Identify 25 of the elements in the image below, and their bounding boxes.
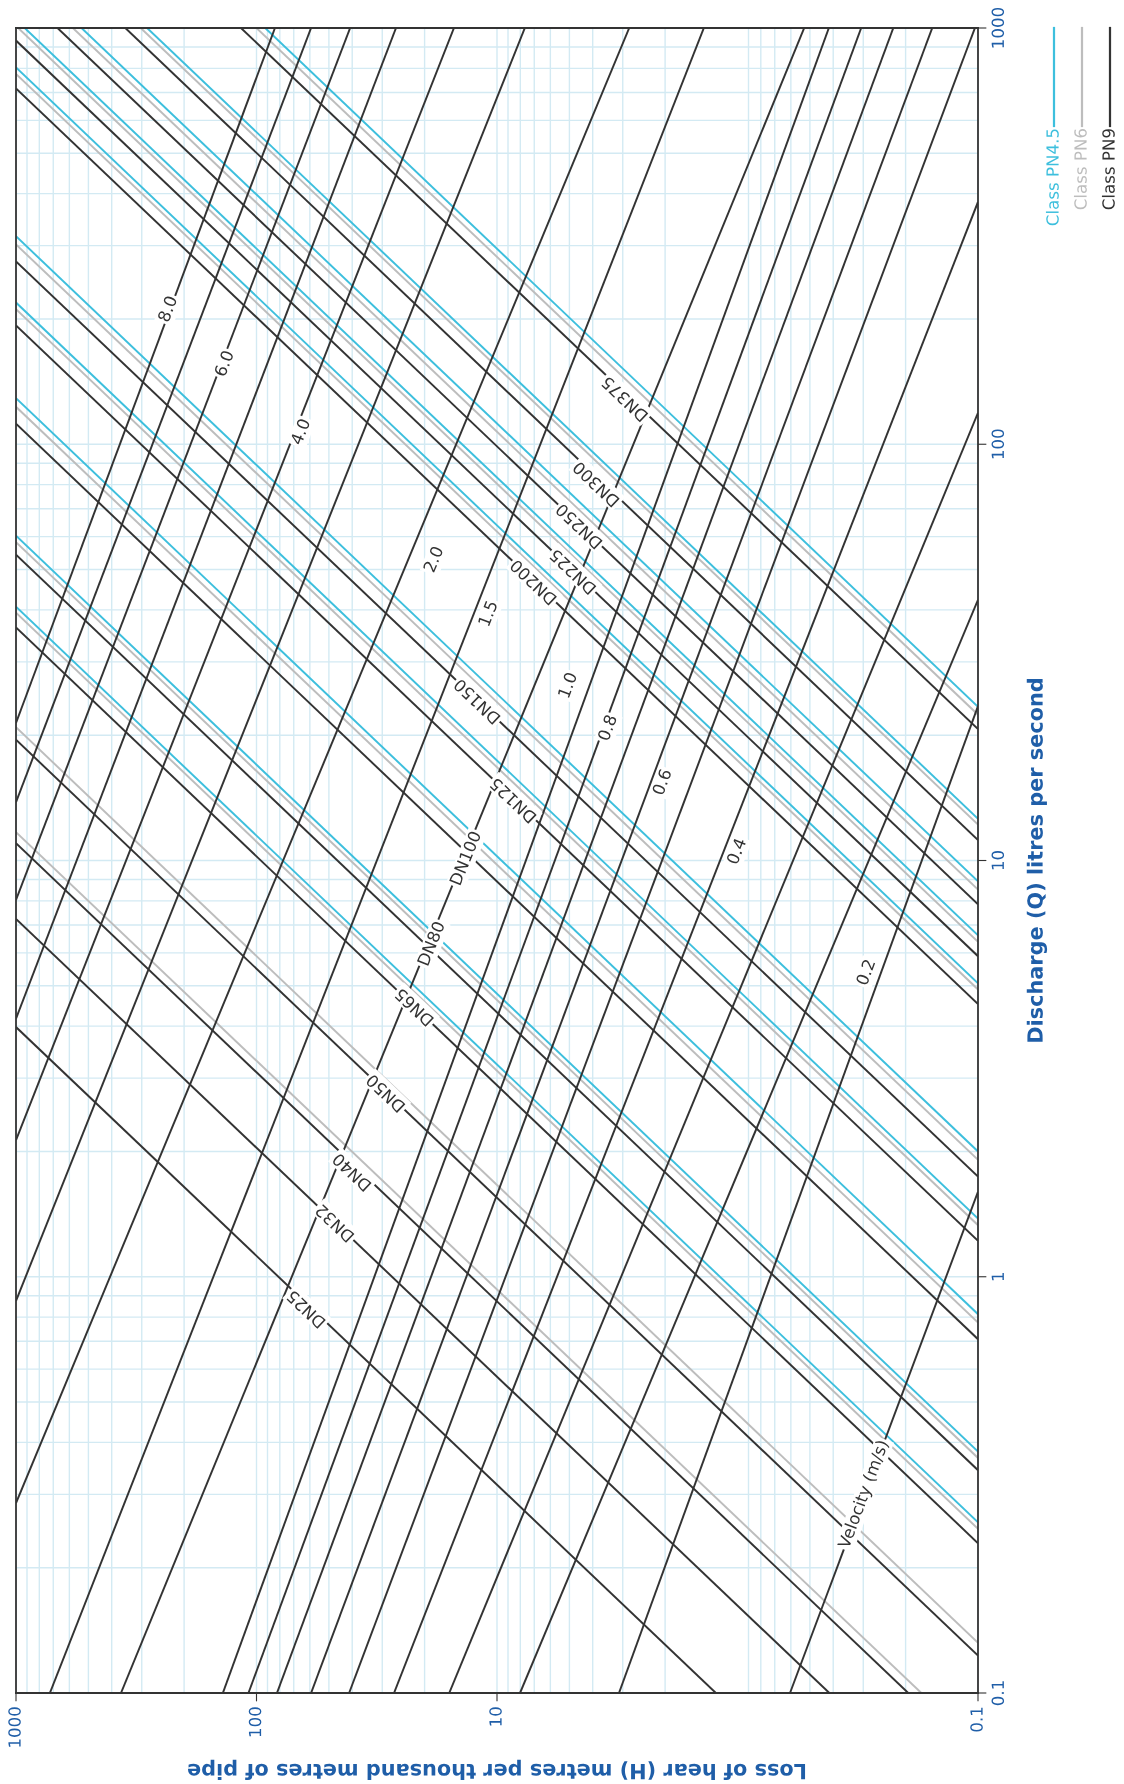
x-tick-label: 100 [248, 1707, 262, 1737]
x-tick-label: 0.1 [970, 1707, 983, 1732]
text: Class PN9 [1101, 129, 1115, 210]
y-tick-label: 10 [991, 851, 1005, 870]
y-tick-label: 1 [991, 1272, 1004, 1281]
text: Class PN6 [1073, 129, 1087, 210]
annotation: 0.6 [651, 768, 672, 796]
x-axis-title: Loss of hear (H) metres per thousand metres of pipe [188, 1759, 806, 1780]
annotation: 0.2 [855, 959, 876, 986]
annotation: 1.0 [557, 671, 578, 699]
y-tick-label: 0.1 [991, 1681, 1005, 1706]
annotation: 0.4 [725, 837, 747, 865]
annotation: 2.0 [422, 545, 444, 573]
annotation: 0.8 [596, 714, 618, 742]
x-tick-label: 10 [489, 1707, 502, 1726]
text: Class PN4.5 [1045, 129, 1059, 226]
y-tick-label: 1000 [991, 7, 1005, 48]
y-tick-label: 100 [991, 429, 1005, 459]
annotation: 1.5 [477, 600, 498, 627]
y-axis-title: Discharge (Q) litres per second [1026, 679, 1048, 1042]
x-tick-label: 1000 [8, 1707, 21, 1747]
annotation: 4.0 [289, 417, 311, 446]
annotation: 6.0 [213, 349, 235, 377]
annotation: DN80 [416, 920, 446, 966]
annotation: 8.0 [157, 295, 178, 323]
